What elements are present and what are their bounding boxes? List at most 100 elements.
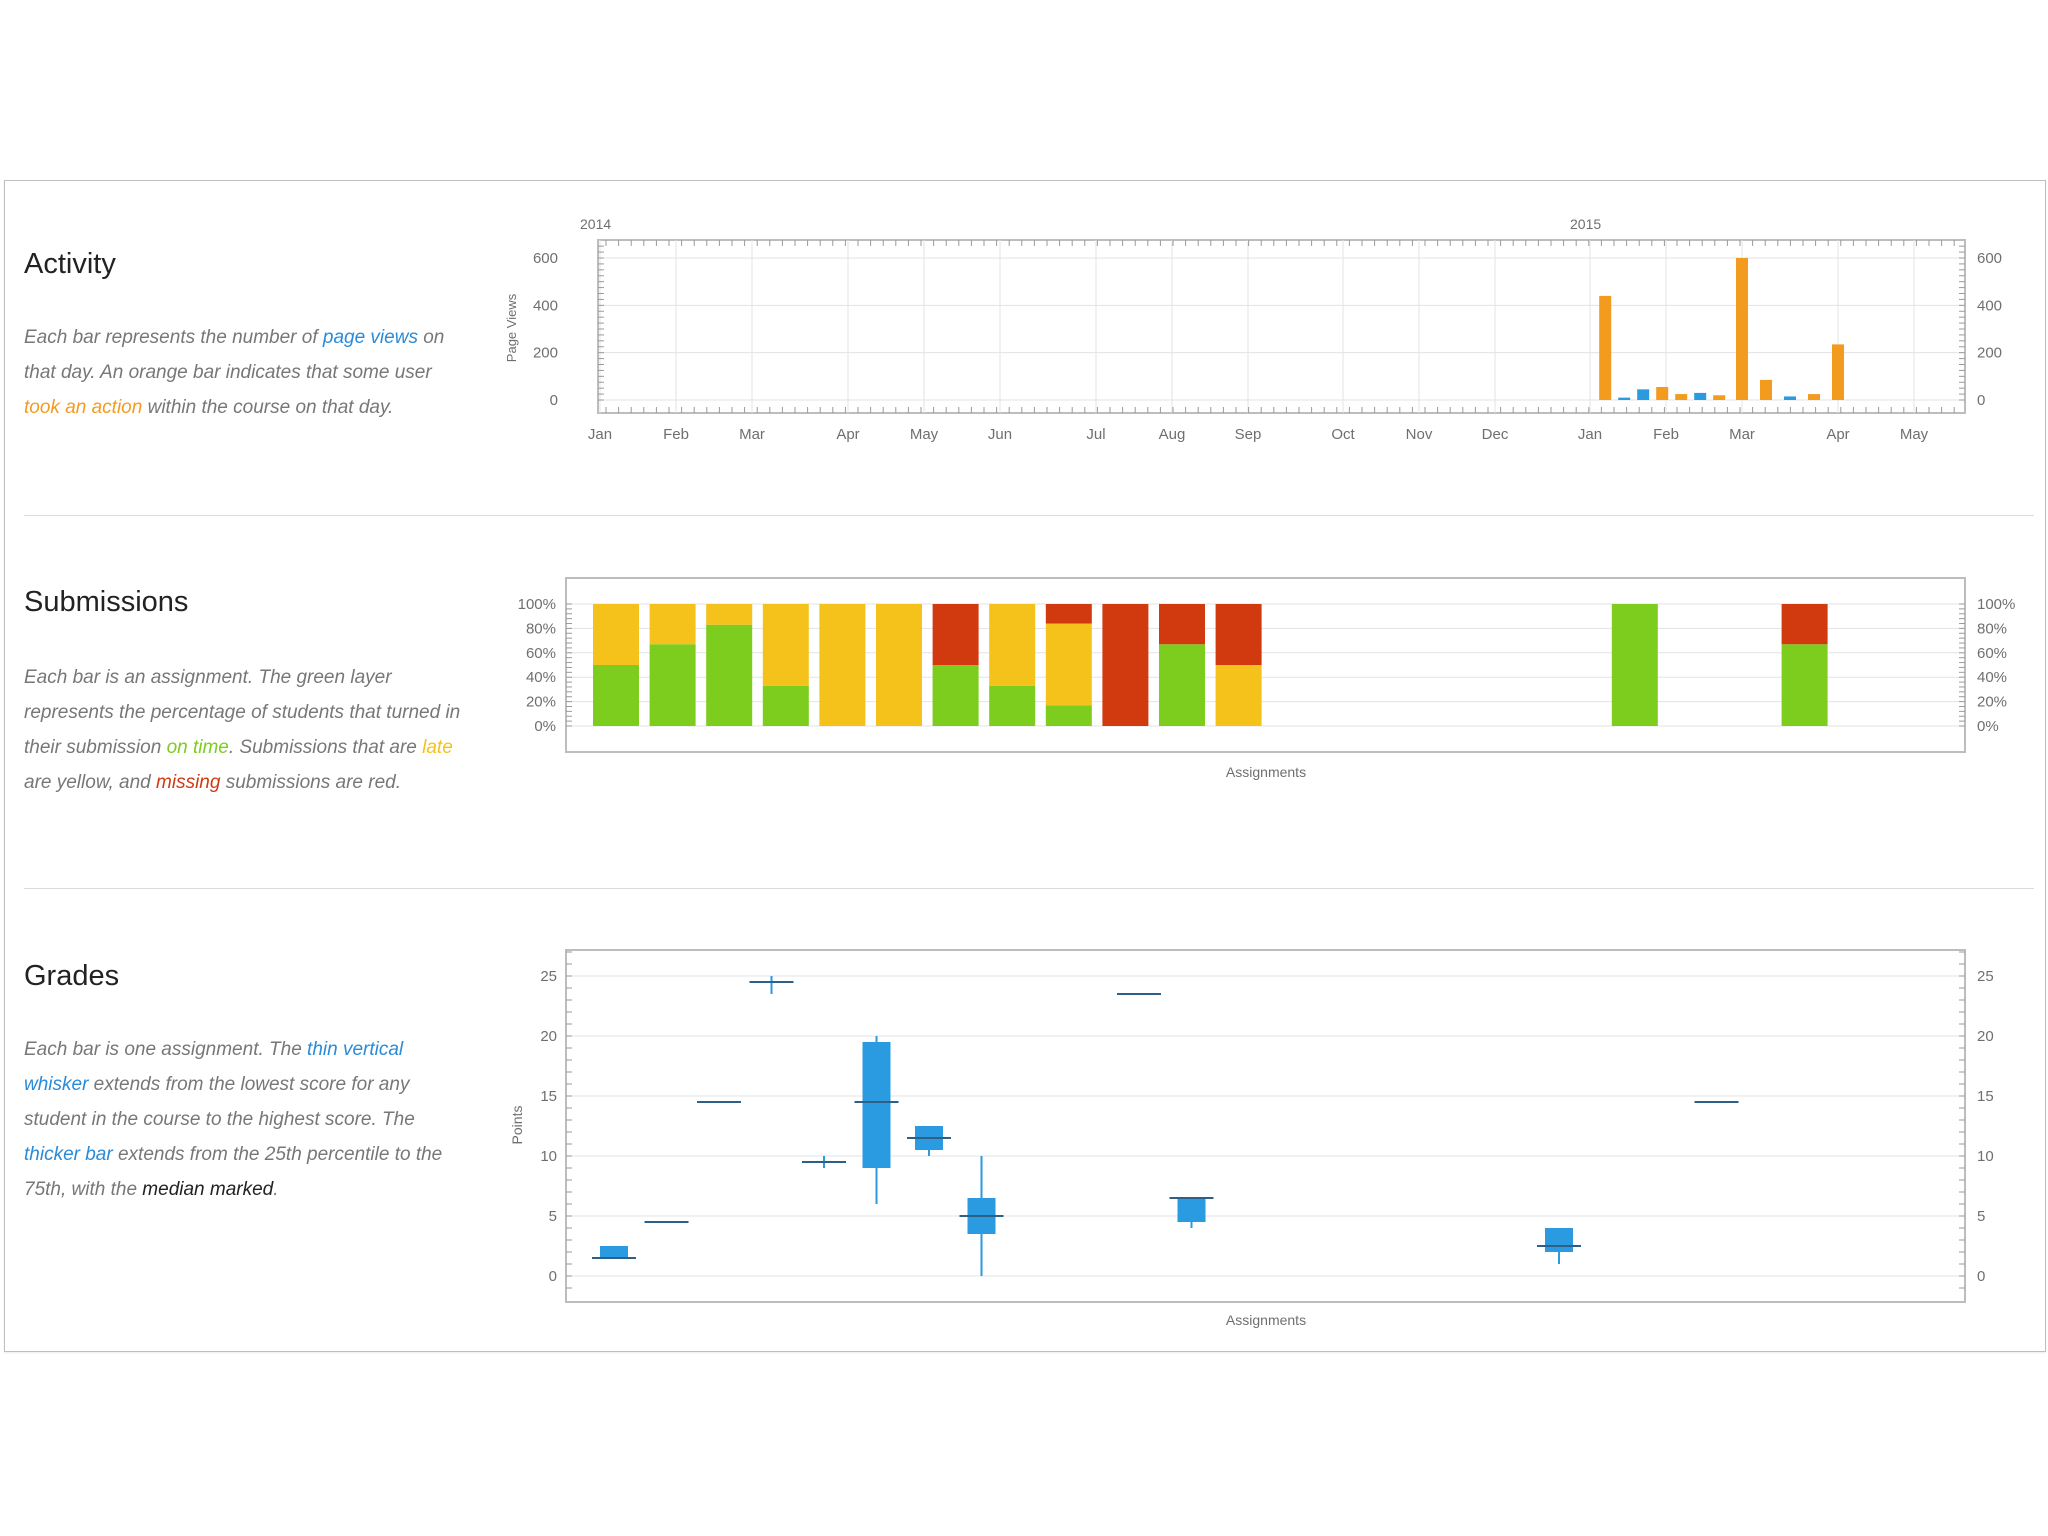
divider-2 bbox=[24, 888, 2034, 889]
submissions-bar-on-time bbox=[932, 665, 979, 726]
activity-bar bbox=[1713, 395, 1726, 400]
activity-month-label: Aug bbox=[1159, 426, 1186, 443]
grades-box bbox=[600, 1246, 628, 1258]
activity-y-tick-label-left: 0 bbox=[550, 392, 558, 409]
activity-bar bbox=[1637, 389, 1650, 400]
median-term: median marked bbox=[142, 1179, 274, 1200]
submissions-y-tick-label-left: 40% bbox=[526, 669, 556, 686]
grades-y-tick-label-right: 5 bbox=[1977, 1208, 1985, 1225]
submissions-y-tick-label-left: 20% bbox=[526, 694, 556, 711]
submissions-y-tick-label-left: 100% bbox=[518, 596, 556, 613]
grades-box bbox=[1177, 1198, 1206, 1222]
submissions-y-tick-label-right: 40% bbox=[1977, 669, 2007, 686]
activity-y-tick-label-right: 400 bbox=[1977, 297, 2002, 314]
activity-y-tick-label-left: 200 bbox=[533, 345, 558, 362]
activity-plot-frame bbox=[597, 239, 1966, 414]
activity-bar bbox=[1599, 295, 1612, 400]
grades-desc-text-4: . bbox=[273, 1179, 279, 1200]
grades-y-axis-label: Points bbox=[509, 1106, 525, 1145]
grades-x-axis-label: Assignments bbox=[1226, 1312, 1306, 1328]
activity-month-label: Jan bbox=[1578, 426, 1602, 443]
activity-y-axis-label: Page Views bbox=[504, 293, 519, 362]
submissions-bar-missing bbox=[1215, 604, 1262, 665]
activity-bar bbox=[1784, 396, 1796, 400]
activity-title: Activity bbox=[24, 248, 116, 280]
activity-month-label: May bbox=[1900, 426, 1929, 443]
submissions-bar-on-time bbox=[1045, 705, 1092, 726]
submissions-desc-text-1: Each bar is an assignment. The green lay… bbox=[24, 667, 461, 758]
activity-month-label: Apr bbox=[1826, 426, 1849, 443]
submissions-chart: 0% 0% 20% 20% 40% 40% 60% 60% 80% 80% 100% 100% Assi… bbox=[518, 577, 2015, 780]
submissions-bar-on-time bbox=[762, 685, 809, 726]
grades-chart: 0 0 5 5 10 10 15 15 20 20 25 25 Points Assignments bbox=[509, 949, 1994, 1328]
activity-month-label: Dec bbox=[1482, 426, 1509, 443]
missing-term: missing bbox=[156, 772, 221, 793]
activity-month-label: Feb bbox=[663, 426, 689, 443]
activity-month-label: Feb bbox=[1653, 426, 1679, 443]
submissions-bar-late bbox=[593, 604, 639, 665]
activity-desc-text-2: on that day. An orange bar indicates tha… bbox=[24, 327, 445, 383]
submissions-bar-on-time bbox=[649, 644, 696, 726]
submissions-bar-missing bbox=[932, 604, 979, 665]
submissions-x-axis-label: Assignments bbox=[1226, 764, 1306, 780]
activity-y-tick-label-right: 0 bbox=[1977, 392, 1985, 409]
activity-bar bbox=[1675, 394, 1688, 400]
submissions-bar-late bbox=[706, 604, 753, 625]
grades-desc-text-3: extends from the 25th percentile to the … bbox=[24, 1144, 443, 1200]
activity-month-label: Nov bbox=[1406, 426, 1433, 443]
activity-month-label: May bbox=[910, 426, 939, 443]
activity-month-label: Apr bbox=[836, 426, 859, 443]
activity-month-label: Oct bbox=[1331, 426, 1355, 443]
whisker-term: thin vertical whisker bbox=[24, 1039, 404, 1095]
activity-bar bbox=[1736, 258, 1748, 400]
submissions-bar-on-time bbox=[706, 624, 753, 726]
activity-description: Each bar represents the number of page v… bbox=[24, 320, 464, 425]
submissions-description: Each bar is an assignment. The green lay… bbox=[24, 660, 464, 800]
activity-y-tick-label-left: 600 bbox=[533, 250, 558, 267]
activity-y-tick-label-left: 400 bbox=[533, 297, 558, 314]
submissions-bar-late bbox=[989, 604, 1036, 686]
activity-year-label: 2015 bbox=[1570, 216, 1601, 232]
submissions-y-tick-label-right: 60% bbox=[1977, 645, 2007, 662]
submissions-y-tick-label-left: 0% bbox=[534, 718, 556, 735]
grades-y-tick-label-left: 15 bbox=[540, 1088, 557, 1105]
activity-chart: 0 0 200 200 400 400 600 600 Page Views 2014 2015 Ja… bbox=[504, 216, 2002, 443]
activity-month-label: Jan bbox=[588, 426, 612, 443]
submissions-bar-on-time bbox=[1781, 644, 1828, 726]
activity-desc-text-3: within the course on that day. bbox=[142, 397, 394, 418]
submissions-bar-on-time bbox=[1611, 604, 1658, 726]
activity-bar bbox=[1618, 397, 1631, 400]
grades-plot-frame bbox=[565, 949, 1966, 1303]
activity-y-tick-label-right: 600 bbox=[1977, 250, 2002, 267]
grades-y-tick-label-right: 0 bbox=[1977, 1268, 1985, 1285]
on-time-term: on time bbox=[166, 737, 229, 758]
grades-y-tick-label-left: 25 bbox=[540, 968, 557, 985]
grades-desc-text-1: Each bar is one assignment. The bbox=[24, 1039, 308, 1060]
grades-desc-text-2: extends from the lowest score for any st… bbox=[24, 1074, 415, 1130]
thicker-bar-term: thicker bar bbox=[24, 1144, 113, 1165]
activity-month-label: Jul bbox=[1086, 426, 1105, 443]
submissions-y-tick-label-right: 80% bbox=[1977, 620, 2007, 637]
submissions-bar-on-time bbox=[1159, 644, 1205, 726]
activity-bar bbox=[1694, 392, 1707, 400]
submissions-bar-missing bbox=[1045, 604, 1092, 624]
activity-bar bbox=[1832, 344, 1844, 400]
submissions-desc-text-3: are yellow, and bbox=[24, 772, 157, 793]
submissions-desc-text-2: . Submissions that are bbox=[228, 737, 423, 758]
grades-description: Each bar is one assignment. The thin ver… bbox=[24, 1032, 464, 1207]
submissions-bar-missing bbox=[1159, 604, 1205, 645]
activity-month-label: Mar bbox=[1729, 426, 1755, 443]
submissions-bar-late bbox=[1215, 665, 1262, 726]
submissions-bar-late bbox=[762, 604, 809, 686]
grades-y-tick-label-right: 20 bbox=[1977, 1028, 1994, 1045]
submissions-y-tick-label-right: 100% bbox=[1977, 596, 2015, 613]
activity-desc-text-1: Each bar represents the number of bbox=[24, 327, 323, 348]
activity-bar bbox=[1808, 394, 1820, 400]
submissions-bar-late bbox=[649, 604, 696, 645]
activity-month-label: Jun bbox=[988, 426, 1012, 443]
submissions-title: Submissions bbox=[24, 586, 189, 618]
activity-year-label: 2014 bbox=[580, 216, 611, 232]
grades-box bbox=[1545, 1228, 1573, 1252]
grades-y-tick-label-left: 0 bbox=[549, 1268, 557, 1285]
grades-y-tick-label-left: 10 bbox=[540, 1148, 557, 1165]
